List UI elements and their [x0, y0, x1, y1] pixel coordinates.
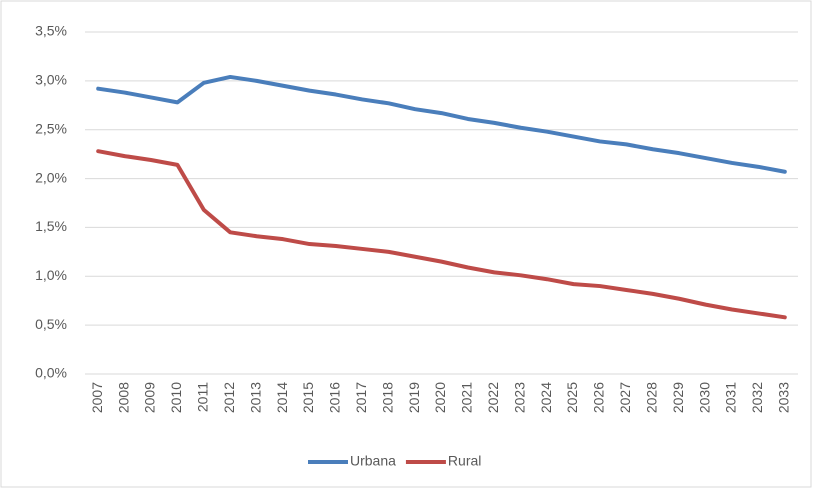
- x-tick-label: 2010: [168, 382, 184, 413]
- x-tick-label: 2016: [327, 382, 343, 413]
- y-tick-label: 2,0%: [35, 169, 67, 185]
- x-tick-label: 2018: [379, 382, 395, 413]
- x-tick-label: 2033: [775, 382, 791, 413]
- x-tick-label: 2017: [353, 382, 369, 413]
- series-line: [96, 74, 787, 174]
- y-tick-label: 3,0%: [35, 72, 67, 88]
- y-tick-label: 0,0%: [35, 365, 67, 381]
- x-tick-label: 2031: [723, 382, 739, 413]
- x-tick-label: 2008: [115, 382, 131, 413]
- legend-label: Urbana: [350, 453, 396, 469]
- x-tick-label: 2025: [564, 382, 580, 413]
- x-tick-label: 2007: [89, 382, 105, 413]
- y-tick-label: 2,5%: [35, 120, 67, 136]
- series-line: [96, 149, 787, 320]
- x-tick-label: 2030: [696, 382, 712, 413]
- x-tick-label: 2028: [643, 382, 659, 413]
- x-tick-label: 2019: [406, 382, 422, 413]
- x-tick-label: 2015: [300, 382, 316, 413]
- x-tick-label: 2023: [511, 382, 527, 413]
- y-tick-label: 1,5%: [35, 218, 67, 234]
- x-tick-label: 2027: [617, 382, 633, 413]
- x-tick-label: 2029: [670, 382, 686, 413]
- x-tick-label: 2013: [247, 382, 263, 413]
- x-tick-label: 2032: [749, 382, 765, 413]
- x-tick-label: 2011: [195, 382, 211, 412]
- x-tick-label: 2014: [274, 382, 290, 413]
- y-tick-label: 1,0%: [35, 267, 67, 283]
- y-tick-label: 0,5%: [35, 316, 67, 332]
- x-tick-label: 2022: [485, 382, 501, 413]
- y-tick-label: 3,5%: [35, 23, 67, 39]
- x-tick-label: 2026: [591, 382, 607, 413]
- x-tick-label: 2020: [432, 382, 448, 413]
- x-tick-label: 2024: [538, 382, 554, 413]
- x-tick-label: 2009: [142, 382, 158, 413]
- x-tick-label: 2012: [221, 382, 237, 413]
- x-tick-label: 2021: [459, 382, 475, 413]
- legend-label: Rural: [448, 453, 481, 469]
